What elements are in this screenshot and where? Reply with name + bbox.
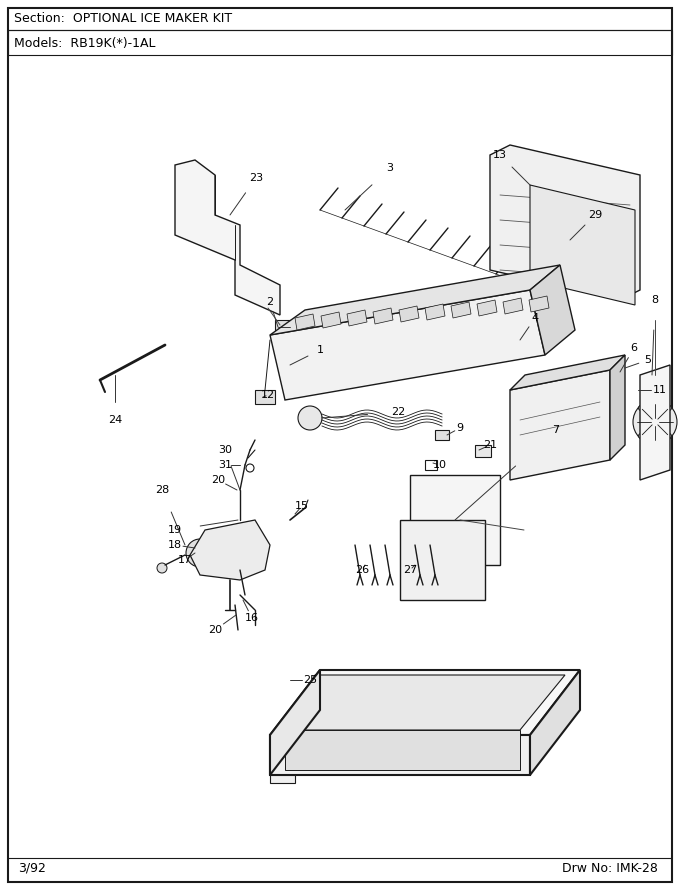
Text: 19: 19 bbox=[168, 525, 182, 535]
Bar bbox=[425, 460, 437, 470]
Polygon shape bbox=[530, 265, 575, 355]
Circle shape bbox=[666, 433, 671, 439]
Text: 5: 5 bbox=[645, 355, 651, 365]
Polygon shape bbox=[190, 520, 270, 580]
Bar bbox=[400, 520, 485, 600]
Polygon shape bbox=[175, 160, 280, 315]
Polygon shape bbox=[347, 310, 367, 326]
Text: 15: 15 bbox=[295, 501, 309, 511]
Polygon shape bbox=[529, 296, 549, 312]
Bar bbox=[435, 430, 449, 440]
Polygon shape bbox=[321, 312, 341, 328]
Polygon shape bbox=[425, 304, 445, 320]
Polygon shape bbox=[295, 314, 315, 330]
Text: Section:  OPTIONAL ICE MAKER KIT: Section: OPTIONAL ICE MAKER KIT bbox=[14, 12, 232, 25]
Circle shape bbox=[666, 406, 671, 410]
Polygon shape bbox=[530, 185, 635, 305]
Polygon shape bbox=[270, 265, 560, 335]
Bar bbox=[8, 30, 672, 55]
Text: 17: 17 bbox=[178, 555, 192, 565]
Circle shape bbox=[186, 539, 214, 567]
Text: 6: 6 bbox=[630, 343, 638, 353]
Text: 7: 7 bbox=[552, 425, 560, 435]
Circle shape bbox=[246, 464, 254, 472]
Polygon shape bbox=[490, 145, 640, 300]
Polygon shape bbox=[610, 355, 625, 460]
Text: 20: 20 bbox=[208, 625, 222, 635]
Text: 18: 18 bbox=[168, 540, 182, 550]
Bar bbox=[275, 320, 293, 334]
Circle shape bbox=[633, 400, 677, 444]
Polygon shape bbox=[373, 308, 393, 324]
Text: 20: 20 bbox=[211, 475, 225, 485]
Bar bbox=[255, 390, 275, 404]
Polygon shape bbox=[270, 670, 320, 775]
Text: 2: 2 bbox=[267, 297, 273, 307]
Circle shape bbox=[298, 406, 322, 430]
Text: 25: 25 bbox=[303, 675, 317, 685]
Circle shape bbox=[639, 406, 643, 410]
Text: 4: 4 bbox=[532, 313, 539, 323]
Text: Models:  RB19K(*)-1AL: Models: RB19K(*)-1AL bbox=[14, 36, 156, 50]
Polygon shape bbox=[270, 735, 530, 775]
Text: 23: 23 bbox=[249, 173, 263, 183]
Text: 24: 24 bbox=[108, 415, 122, 425]
Circle shape bbox=[157, 563, 167, 573]
Polygon shape bbox=[530, 670, 580, 775]
Circle shape bbox=[542, 422, 558, 438]
Text: 3/92: 3/92 bbox=[18, 862, 46, 875]
Text: 10: 10 bbox=[433, 460, 447, 470]
Text: 27: 27 bbox=[403, 565, 417, 575]
Circle shape bbox=[639, 433, 643, 439]
Text: 1: 1 bbox=[316, 345, 324, 355]
Text: 3: 3 bbox=[386, 163, 394, 173]
Circle shape bbox=[574, 419, 586, 431]
Polygon shape bbox=[270, 290, 545, 400]
Polygon shape bbox=[451, 302, 471, 318]
Text: 8: 8 bbox=[651, 295, 658, 305]
Polygon shape bbox=[640, 365, 670, 480]
Text: 13: 13 bbox=[493, 150, 507, 160]
Bar bbox=[410, 475, 500, 565]
Text: Drw No: IMK-28: Drw No: IMK-28 bbox=[562, 862, 658, 875]
Text: 30: 30 bbox=[218, 445, 232, 455]
Text: 16: 16 bbox=[245, 613, 259, 623]
Polygon shape bbox=[477, 300, 497, 316]
Polygon shape bbox=[270, 670, 580, 735]
Text: 28: 28 bbox=[155, 485, 169, 495]
Polygon shape bbox=[510, 355, 625, 390]
Text: 26: 26 bbox=[355, 565, 369, 575]
Text: 29: 29 bbox=[588, 210, 602, 220]
Polygon shape bbox=[510, 370, 610, 480]
Polygon shape bbox=[399, 306, 419, 322]
Text: 9: 9 bbox=[456, 423, 464, 433]
Text: 12: 12 bbox=[261, 390, 275, 400]
Polygon shape bbox=[285, 730, 520, 770]
Polygon shape bbox=[285, 675, 565, 730]
Polygon shape bbox=[503, 298, 523, 314]
Bar bbox=[475, 445, 491, 457]
Circle shape bbox=[210, 548, 230, 568]
Polygon shape bbox=[270, 775, 295, 783]
Text: 21: 21 bbox=[483, 440, 497, 450]
Text: 31: 31 bbox=[218, 460, 232, 470]
Text: 22: 22 bbox=[391, 407, 405, 417]
Text: 11: 11 bbox=[653, 385, 667, 395]
